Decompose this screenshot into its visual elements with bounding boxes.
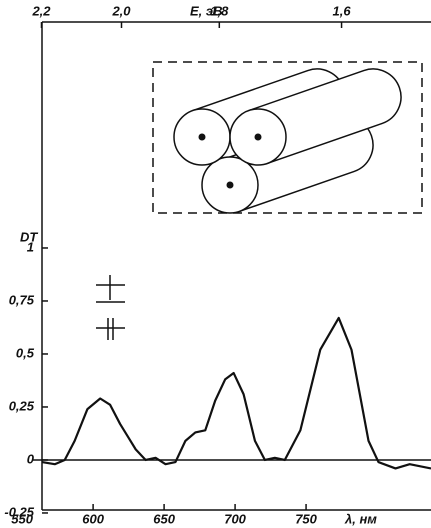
- chart: DT λ, нм E, эВ -0,2500,250,50,7515506006…: [0, 0, 431, 528]
- tube-core: [255, 134, 262, 141]
- x2-tick-label: 1,8: [210, 3, 229, 18]
- y-tick-label: 0: [27, 451, 35, 466]
- x-tick-label: 750: [295, 511, 317, 526]
- data-line: [42, 318, 431, 469]
- inset-diagram: [153, 62, 422, 213]
- y-tick-label: 1: [27, 239, 34, 254]
- x-tick-label: 600: [82, 511, 104, 526]
- tube-core: [227, 182, 234, 189]
- y-tick-label: 0,25: [9, 398, 35, 413]
- x2-tick-label: 2,0: [111, 3, 131, 18]
- x-tick-label: 700: [224, 511, 246, 526]
- x-tick-label: 550: [11, 511, 33, 526]
- y-tick-label: 0,75: [9, 292, 35, 307]
- x2-tick-label: 2,2: [31, 3, 51, 18]
- scale-symbols: [96, 275, 125, 340]
- x2-tick-label: 1,6: [333, 3, 352, 18]
- x-tick-label: 650: [153, 511, 175, 526]
- x-axis-label: λ, нм: [344, 511, 377, 526]
- tube-core: [199, 134, 206, 141]
- y-tick-label: 0,5: [16, 345, 35, 360]
